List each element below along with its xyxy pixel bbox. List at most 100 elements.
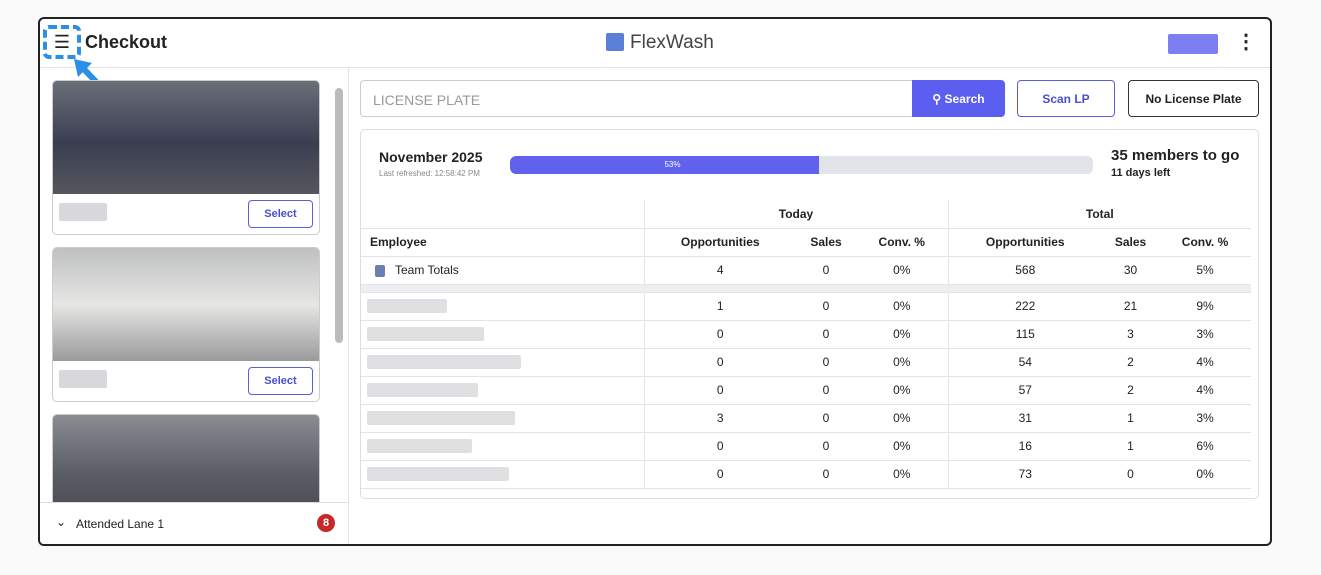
search-button[interactable]: ⚲ Search bbox=[912, 80, 1005, 117]
scrollbar[interactable] bbox=[335, 88, 343, 343]
employee-row: 0 0 0% 57 2 4% bbox=[361, 376, 1252, 405]
employee-cell: 0% bbox=[856, 432, 949, 461]
blurred-name bbox=[367, 355, 521, 369]
main-panel: LICENSE PLATE ⚲ Search Scan LP No Licens… bbox=[350, 68, 1270, 544]
employee-row: 0 0 0% 54 2 4% bbox=[361, 348, 1252, 377]
blurred-name bbox=[367, 439, 472, 453]
employee-row: 0 0 0% 73 0 0% bbox=[361, 460, 1252, 489]
chevron: ⌄ bbox=[56, 515, 67, 529]
search-icon: ⚲ bbox=[932, 91, 945, 106]
lane-footer[interactable]: ⌄ Attended Lane 1 8 bbox=[40, 502, 348, 544]
vehicle-card[interactable] bbox=[52, 414, 320, 514]
separator bbox=[361, 284, 1252, 293]
group-header: Today bbox=[643, 200, 949, 229]
no-plate-button[interactable]: No License Plate bbox=[1128, 80, 1259, 117]
employee-cell: 1 bbox=[1102, 404, 1160, 433]
column-header: Conv. % bbox=[856, 228, 949, 257]
employee-cell: 222 bbox=[947, 292, 1103, 321]
employee-cell: 0 bbox=[1102, 460, 1160, 489]
column-header: Sales bbox=[796, 228, 856, 257]
stats-card: November 2025 Last refreshed: 12:58:42 P… bbox=[360, 129, 1259, 499]
employee-cell: 0 bbox=[643, 376, 796, 405]
employee-cell: 0 bbox=[796, 460, 856, 489]
select-button[interactable]: Select bbox=[248, 200, 313, 228]
column-header: Opportunities bbox=[643, 228, 796, 257]
scan-button[interactable]: Scan LP bbox=[1017, 80, 1115, 117]
license-plate-input[interactable]: LICENSE PLATE bbox=[360, 80, 914, 117]
lane-name: Attended Lane 1 bbox=[76, 517, 165, 531]
team-name-cell: Team Totals bbox=[361, 256, 644, 285]
team-icon bbox=[375, 264, 385, 277]
employee-cell: 0 bbox=[796, 404, 856, 433]
blank bbox=[361, 200, 644, 229]
employee-cell: 3 bbox=[1102, 320, 1160, 349]
employee-cell: 73 bbox=[947, 460, 1103, 489]
employee-cell: 0 bbox=[796, 320, 856, 349]
totals-cell: 0% bbox=[856, 256, 949, 285]
employee-name-cell bbox=[361, 432, 644, 461]
blurred-name bbox=[367, 411, 515, 425]
employee-cell: 2 bbox=[1102, 348, 1160, 377]
team-name: Team Totals bbox=[395, 263, 459, 277]
vehicle-photo bbox=[53, 81, 319, 194]
employee-name-cell bbox=[361, 292, 644, 321]
employee-table: Today Total Employee Opportunities Sales Conv… bbox=[361, 200, 1252, 489]
employee-row: 0 0 0% 16 1 6% bbox=[361, 432, 1252, 461]
progress-label: 53% bbox=[664, 160, 681, 169]
search-label: Search bbox=[944, 91, 985, 106]
employee-row: 3 0 0% 31 1 3% bbox=[361, 404, 1252, 433]
employee-cell: 21 bbox=[1102, 292, 1160, 321]
employee-cell: 0 bbox=[643, 460, 796, 489]
employee-cell: 31 bbox=[947, 404, 1103, 433]
totals-cell: 568 bbox=[947, 256, 1103, 285]
employee-cell: 0 bbox=[643, 432, 796, 461]
vehicle-card[interactable]: Select bbox=[52, 80, 320, 235]
vehicle-photo bbox=[53, 248, 319, 361]
vehicle-card[interactable]: Select bbox=[52, 247, 320, 402]
employee-cell: 0% bbox=[1159, 460, 1252, 489]
employee-cell: 4% bbox=[1159, 376, 1252, 405]
header: ☰ Checkout FlexWash ⋮ bbox=[40, 19, 1270, 109]
employee-name-cell bbox=[361, 376, 644, 405]
app-window: ☰ Checkout FlexWash ⋮ Select Select ⌄ At… bbox=[38, 17, 1272, 546]
employee-cell: 9% bbox=[1159, 292, 1252, 321]
column-header: Sales bbox=[1102, 228, 1160, 257]
employee-cell: 2 bbox=[1102, 376, 1160, 405]
select-button[interactable]: Select bbox=[248, 367, 313, 395]
days-left: 11 days left bbox=[1111, 167, 1171, 179]
menu-button[interactable]: ☰ bbox=[43, 25, 81, 59]
separator-cell bbox=[361, 284, 1252, 293]
brand-name: FlexWash bbox=[630, 32, 714, 53]
employee-cell: 0 bbox=[796, 376, 856, 405]
totals-cell: 5% bbox=[1159, 256, 1252, 285]
employee-cell: 3% bbox=[1159, 404, 1252, 433]
employee-cell: 1 bbox=[1102, 432, 1160, 461]
totals-cell: 4 bbox=[643, 256, 796, 285]
column-header: Conv. % bbox=[1159, 228, 1252, 257]
blurred-name bbox=[367, 467, 509, 481]
user-avatar[interactable] bbox=[1168, 34, 1218, 54]
totals-cell: 30 bbox=[1102, 256, 1160, 285]
progress-fill bbox=[510, 156, 819, 174]
employee-cell: 4% bbox=[1159, 348, 1252, 377]
employee-cell: 6% bbox=[1159, 432, 1252, 461]
employee-cell: 0 bbox=[643, 320, 796, 349]
vehicle-photo bbox=[53, 415, 319, 514]
more-menu[interactable]: ⋮ bbox=[1236, 31, 1256, 53]
team-totals-row: Team Totals 4 0 0% 568 30 5% bbox=[361, 256, 1252, 285]
employee-name-cell bbox=[361, 404, 644, 433]
column-header: Employee bbox=[361, 228, 644, 257]
plate-text bbox=[59, 370, 107, 388]
employee-cell: 0 bbox=[643, 348, 796, 377]
employee-cell: 0 bbox=[796, 292, 856, 321]
employee-cell: 115 bbox=[947, 320, 1103, 349]
employee-cell: 1 bbox=[643, 292, 796, 321]
employee-cell: 0% bbox=[856, 320, 949, 349]
page-title: Checkout bbox=[85, 32, 168, 52]
group-header-row: Today Total bbox=[361, 200, 1252, 229]
employee-cell: 54 bbox=[947, 348, 1103, 377]
employee-row: 0 0 0% 115 3 3% bbox=[361, 320, 1252, 349]
column-header: Opportunities bbox=[947, 228, 1103, 257]
progress-track: 53% bbox=[510, 156, 1093, 174]
employee-cell: 0% bbox=[856, 348, 949, 377]
